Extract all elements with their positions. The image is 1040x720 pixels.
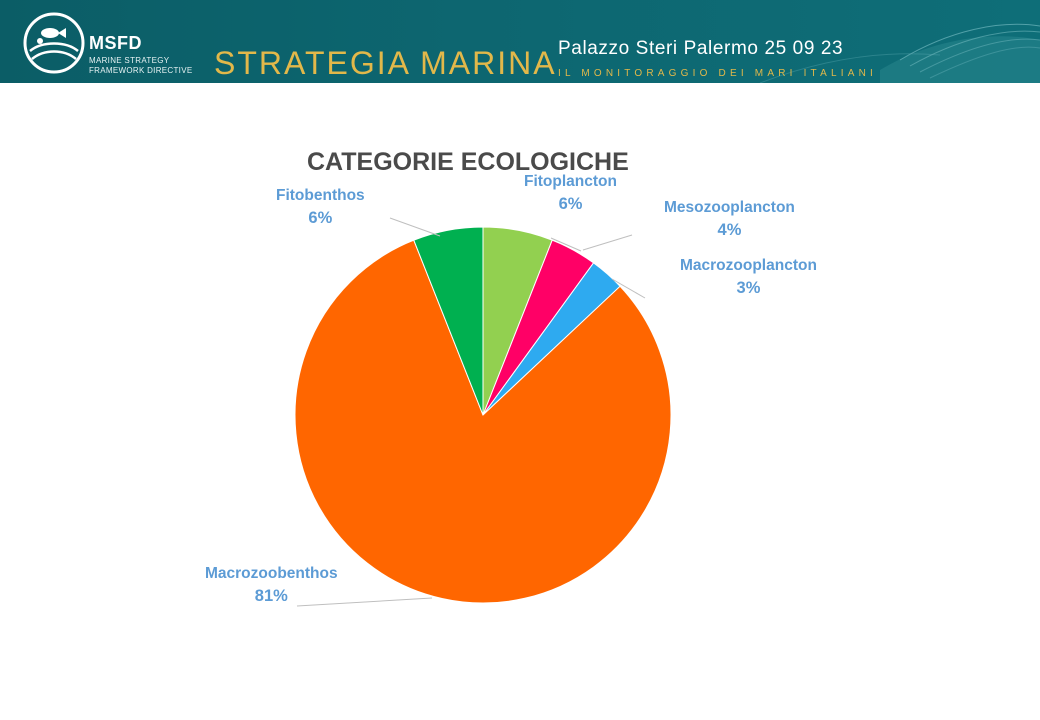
headline: STRATEGIA MARINA [214, 45, 557, 81]
logo-subtitle-line1: MARINE STRATEGY [89, 56, 170, 65]
leader-line-fitobenthos [389, 217, 441, 237]
wave-decoration [759, 23, 1040, 83]
pie-slice-fitobenthos [413, 226, 484, 416]
data-label-percent: 6% [558, 195, 583, 213]
data-label-name: Mesozooplancton [664, 199, 795, 216]
data-label-percent: 3% [736, 279, 761, 297]
data-label-name: Fitoplancton [524, 173, 617, 190]
data-label-name: Macrozooplancton [680, 257, 817, 274]
header-banner: MSFD MARINE STRATEGY FRAMEWORK DIRECTIVE… [0, 0, 1040, 83]
data-label-mesozooplancton: Mesozooplancton 4% [664, 197, 795, 241]
logo-subtitle-line2: FRAMEWORK DIRECTIVE [89, 65, 193, 75]
data-label-percent: 6% [308, 209, 333, 227]
data-label-name: Fitobenthos [276, 187, 365, 204]
chart-title: CATEGORIE ECOLOGICHE [307, 148, 629, 176]
leader-line-mesozooplancton [582, 234, 633, 251]
tagline: IL MONITORAGGIO DEI MARI ITALIANI [558, 68, 877, 79]
data-label-percent: 4% [717, 221, 742, 239]
logo-subtitle: MARINE STRATEGY FRAMEWORK DIRECTIVE [89, 56, 214, 75]
data-label-name: Macrozoobenthos [205, 565, 338, 582]
data-label-macrozooplancton: Macrozooplancton 3% [680, 255, 817, 299]
pie-slice-macrozoobenthos [294, 239, 672, 604]
leader-line-fitoplancton [550, 237, 582, 252]
event-line: Palazzo Steri Palermo 25 09 23 [558, 38, 844, 59]
logo-label: MSFD [89, 33, 142, 53]
leader-line-macrozooplancton [611, 278, 646, 299]
data-label-percent: 81% [254, 587, 288, 605]
data-label-macrozoobenthos: Macrozoobenthos 81% [205, 563, 338, 607]
data-label-fitobenthos: Fitobenthos 6% [276, 185, 365, 229]
leader-line-macrozoobenthos [296, 597, 433, 607]
data-label-fitoplancton: Fitoplancton 6% [524, 171, 617, 215]
msfd-logo-icon [23, 12, 85, 74]
